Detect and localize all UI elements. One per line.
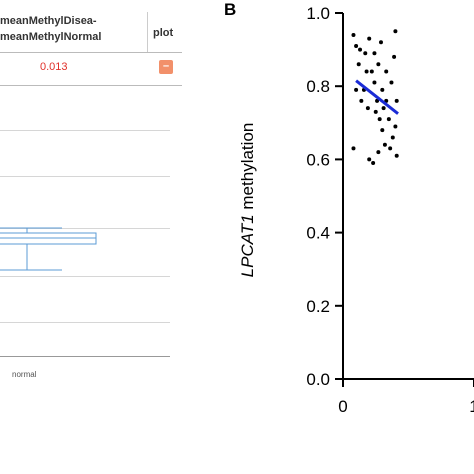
scatter-point (384, 69, 389, 74)
boxplot-normal (0, 227, 97, 271)
y-tick-label: 0.8 (306, 77, 330, 96)
scatter-point (372, 80, 377, 85)
scatter-point (367, 36, 372, 41)
regression-line (355, 79, 399, 115)
scatter-point (381, 106, 386, 111)
scatter-point (394, 98, 399, 103)
column-header-plot: plot (153, 27, 174, 39)
scatter-point (380, 87, 385, 92)
scatter-point (358, 47, 363, 52)
scatter-point (365, 106, 370, 111)
box-grid-line (0, 130, 170, 131)
scatter-point (354, 87, 359, 92)
y-ticks: 0.0 0.2 0.4 0.6 0.8 1.0 (306, 4, 343, 389)
column-divider (147, 12, 148, 52)
panel-letter: B (224, 0, 237, 19)
regression-group (355, 79, 399, 115)
scatter-point (386, 117, 391, 122)
scatter-point (367, 157, 372, 162)
box-category-label: normal (12, 370, 37, 379)
scatter-point (372, 51, 377, 56)
scatter-point (392, 54, 397, 59)
scatter-point (359, 98, 364, 103)
y-axis-label-suffix: methylation (238, 123, 257, 215)
y-tick-label: 0.6 (306, 150, 330, 169)
y-tick-label: 0.4 (306, 224, 330, 243)
scatter-axes (342, 13, 474, 380)
scatter-point (377, 117, 382, 122)
column-header-diff-line1: meanMethylDisea- (0, 15, 97, 27)
scatter-point (378, 40, 383, 45)
x-ticks: 01 (338, 379, 474, 416)
box-grid-line (0, 176, 170, 177)
y-axis-label: LPCAT1 methylation (238, 123, 257, 278)
scatter-point (364, 69, 369, 74)
box-grid-line (0, 322, 170, 323)
box-grid-line (0, 276, 170, 277)
methylation-table-panel: meanMethylDisea- meanMethylNormal plot 0… (0, 0, 182, 474)
scatter-point (394, 153, 399, 158)
scatter-point (390, 135, 395, 140)
column-header-diff-line2: meanMethylNormal (0, 31, 102, 43)
plot-button[interactable]: – (159, 60, 173, 74)
scatter-points (351, 29, 399, 166)
scatter-point (354, 43, 359, 48)
scatter-point (373, 109, 378, 114)
row-divider (0, 85, 182, 86)
y-tick-label: 1.0 (306, 4, 330, 23)
box-normal (0, 227, 97, 271)
scatter-point (376, 62, 381, 67)
scatter-point (351, 32, 356, 37)
box-x-axis (0, 356, 170, 357)
scatter-point (371, 161, 376, 166)
y-axis-label-gene: LPCAT1 (238, 214, 257, 277)
scatter-point (376, 150, 381, 155)
y-tick-label: 0.0 (306, 370, 330, 389)
scatter-point (388, 146, 393, 151)
box-grid-line (0, 228, 170, 229)
scatter-point (363, 51, 368, 56)
scatter-point (369, 69, 374, 74)
x-tick-label: 1 (469, 397, 474, 416)
scatter-point (351, 146, 356, 151)
scatter-point (393, 29, 398, 34)
scatter-point (393, 124, 398, 129)
scatter-point (389, 80, 394, 85)
scatter-point (380, 128, 385, 133)
scatter-point (382, 142, 387, 147)
scatter-point (356, 62, 361, 67)
header-divider (0, 52, 182, 53)
p-value-cell: 0.013 (40, 61, 68, 73)
x-tick-label: 0 (338, 397, 347, 416)
y-tick-label: 0.2 (306, 297, 330, 316)
